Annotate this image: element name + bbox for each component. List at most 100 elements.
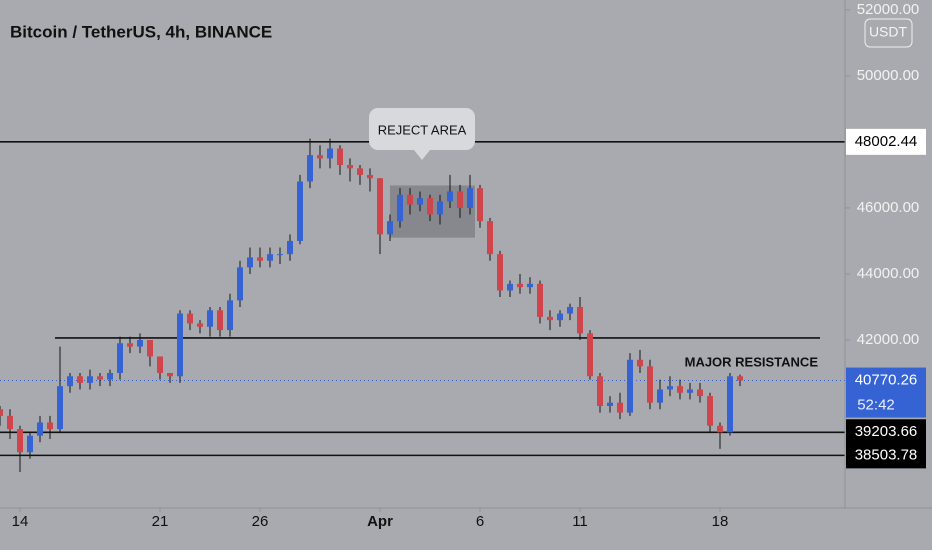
candle-body bbox=[277, 254, 283, 256]
candle-body bbox=[397, 194, 403, 222]
candle-body bbox=[127, 343, 133, 347]
candle-body bbox=[197, 323, 203, 327]
x-tick-label: 26 bbox=[252, 513, 269, 530]
candle-body bbox=[0, 409, 3, 416]
price-label: 48002.44 bbox=[855, 133, 918, 150]
candle-body bbox=[507, 283, 513, 291]
candle-body bbox=[247, 257, 253, 268]
candle-body bbox=[407, 194, 413, 205]
candle-body bbox=[637, 359, 643, 367]
candle-body bbox=[117, 343, 123, 373]
price-label: 39203.66 bbox=[855, 423, 918, 440]
candle-body bbox=[487, 221, 493, 255]
x-tick-label: 6 bbox=[476, 513, 484, 530]
candle-body bbox=[107, 372, 113, 380]
candle-body bbox=[587, 333, 593, 377]
y-tick-label: 52000.00 bbox=[857, 1, 920, 18]
candle-body bbox=[457, 191, 463, 208]
candle-body bbox=[617, 402, 623, 413]
price-label-box bbox=[846, 419, 926, 446]
candle-body bbox=[677, 386, 683, 393]
candle-body bbox=[47, 422, 53, 430]
last-price-box bbox=[846, 367, 926, 418]
candle-body bbox=[307, 155, 313, 182]
candle-body bbox=[447, 191, 453, 202]
candle-body bbox=[237, 267, 243, 301]
callout-bubble bbox=[369, 108, 475, 160]
candle-body bbox=[77, 376, 83, 383]
candle-body bbox=[417, 198, 423, 205]
x-tick-label: 18 bbox=[712, 513, 729, 530]
price-label-box bbox=[846, 128, 926, 155]
candle-body bbox=[477, 188, 483, 222]
candle-body bbox=[717, 425, 723, 433]
candle-body bbox=[57, 386, 63, 430]
x-tick-label: 11 bbox=[572, 513, 588, 530]
candle-body bbox=[137, 339, 143, 347]
candle-body bbox=[467, 188, 473, 208]
candle-body bbox=[157, 356, 163, 373]
candle-body bbox=[7, 415, 13, 430]
candle-body bbox=[647, 366, 653, 403]
y-tick-label: 42000.00 bbox=[857, 331, 920, 348]
x-tick-label: 14 bbox=[12, 513, 29, 530]
currency-button[interactable] bbox=[864, 18, 913, 48]
candle-body bbox=[557, 313, 563, 321]
candle-body bbox=[597, 376, 603, 406]
currency-label[interactable]: USDT bbox=[869, 24, 908, 40]
candle-body bbox=[17, 429, 23, 453]
candle-body bbox=[27, 435, 33, 453]
candle-body bbox=[377, 178, 383, 235]
candle-body bbox=[547, 316, 553, 321]
candle-body bbox=[567, 306, 573, 314]
candle-body bbox=[297, 181, 303, 241]
candle-body bbox=[327, 148, 333, 159]
candle-body bbox=[207, 310, 213, 327]
candle-body bbox=[667, 386, 673, 390]
candle-body bbox=[67, 376, 73, 387]
candle-body bbox=[727, 376, 733, 433]
candle-body bbox=[527, 283, 533, 288]
candle-body bbox=[347, 165, 353, 169]
x-tick-label: Apr bbox=[367, 513, 393, 530]
candle-body bbox=[87, 376, 93, 383]
y-tick-label: 46000.00 bbox=[857, 199, 920, 216]
candle-body bbox=[387, 221, 393, 235]
candle-body bbox=[657, 389, 663, 403]
candle-body bbox=[337, 148, 343, 166]
annotation: REJECT AREA bbox=[378, 122, 467, 137]
y-tick-label: 50000.00 bbox=[857, 67, 920, 84]
candle-body bbox=[357, 168, 363, 175]
candle-body bbox=[287, 240, 293, 255]
candle-body bbox=[167, 372, 173, 377]
candle-body bbox=[707, 396, 713, 426]
candle-body bbox=[497, 254, 503, 291]
x-tick-label: 21 bbox=[152, 513, 169, 530]
candle-body bbox=[37, 422, 43, 436]
candle-body bbox=[687, 389, 693, 393]
candle-body bbox=[367, 174, 373, 179]
candle-body bbox=[737, 376, 743, 381]
candle-body bbox=[97, 376, 103, 380]
candle-body bbox=[257, 257, 263, 261]
candle-body bbox=[217, 310, 223, 331]
annotation: MAJOR RESISTANCE bbox=[685, 354, 819, 369]
candle-body bbox=[627, 359, 633, 413]
candle-body bbox=[577, 306, 583, 334]
candle-body bbox=[537, 283, 543, 317]
candle-body bbox=[697, 389, 703, 397]
candle-body bbox=[607, 402, 613, 406]
y-tick-label: 44000.00 bbox=[857, 265, 920, 282]
candle-body bbox=[187, 313, 193, 324]
last-price-label: 40770.26 bbox=[855, 372, 918, 389]
candle-body bbox=[147, 339, 153, 357]
price-label: 38503.78 bbox=[855, 446, 918, 463]
candle-body bbox=[427, 198, 433, 215]
candle-body bbox=[227, 300, 233, 331]
candle-body bbox=[437, 201, 443, 215]
candle-body bbox=[317, 155, 323, 159]
candle-body bbox=[177, 313, 183, 377]
candle-body bbox=[517, 283, 523, 288]
